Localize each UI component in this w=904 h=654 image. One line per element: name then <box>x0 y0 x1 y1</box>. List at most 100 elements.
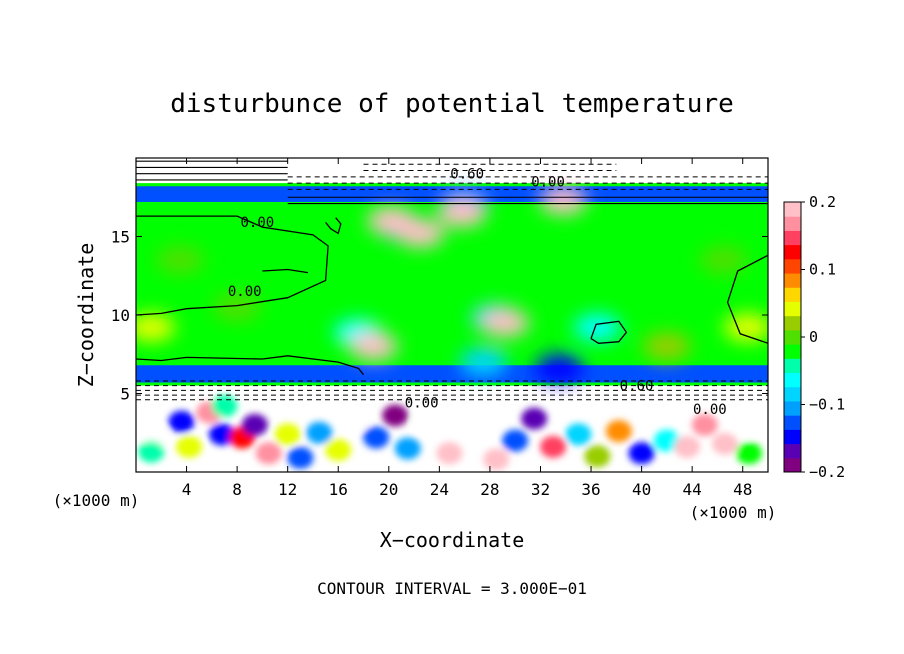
x-unit-right: (×1000 m) <box>690 503 777 522</box>
x-tick-label: 40 <box>632 480 651 499</box>
upper-stratosphere-region <box>136 158 768 184</box>
anomaly-blob <box>539 186 588 215</box>
anomaly-blob <box>136 313 176 342</box>
colorbar: 0.2 0.1 0 −0.1 −0.2 <box>783 193 845 481</box>
colorbar-swatch <box>784 301 801 317</box>
turbulence-blob <box>584 445 611 468</box>
zero-contour <box>590 320 628 344</box>
colorbar-swatch <box>784 244 801 260</box>
colorbar-swatch <box>784 358 801 374</box>
lower-cold-band <box>136 365 768 383</box>
turbulence-blob <box>540 435 567 458</box>
colorbar-swatch <box>784 386 801 402</box>
turbulence-blob <box>605 420 632 443</box>
colorbar-swatch <box>784 400 801 416</box>
anomaly-blob <box>535 354 584 383</box>
colorbar-tick-label: −0.2 <box>809 463 845 481</box>
colorbar-swatch <box>784 216 801 231</box>
contour-interval-note: CONTOUR INTERVAL = 3.000E−01 <box>317 579 587 598</box>
turbulence-blob <box>628 442 655 465</box>
colorbar-swatch <box>784 230 801 246</box>
x-axis-title: X−coordinate <box>380 528 525 552</box>
turbulence-blob <box>712 432 739 455</box>
colorbar-tick-label: 0.1 <box>809 261 836 279</box>
turbulence-blob <box>394 437 421 460</box>
turbulence-blob <box>168 410 195 433</box>
turbulence-blob <box>344 407 371 430</box>
x-tick-label: 28 <box>480 480 499 499</box>
colorbar-swatch <box>784 258 801 274</box>
turbulence-blob <box>736 442 763 465</box>
plot-area: 0.00 0.00 0.60 0.00 0.60 0.00 0.00 <box>136 158 768 472</box>
turbulence-blob <box>325 439 352 462</box>
anomaly-blob <box>349 332 398 361</box>
contour-label: 0.00 <box>693 402 727 418</box>
turbulence-blob <box>691 413 718 436</box>
anomaly-blob <box>459 348 508 377</box>
colorbar-swatch <box>784 429 801 445</box>
colorbar-tick-label: 0 <box>809 328 818 346</box>
contour-lines <box>136 160 768 401</box>
x-tick-label: 4 <box>182 480 192 499</box>
colorbar-swatch <box>784 287 801 302</box>
x-tick-label: 32 <box>531 480 550 499</box>
turbulence-blob <box>502 429 529 452</box>
turbulence-blob <box>729 417 756 440</box>
y-tick-label: 10 <box>111 306 130 325</box>
anomaly-blob <box>367 206 416 235</box>
contour-label: 0.00 <box>405 396 439 412</box>
anomaly-blob <box>438 198 487 227</box>
turbulence-blob <box>521 407 548 430</box>
lower-turbulence <box>138 395 763 471</box>
turbulence-blob <box>565 423 592 446</box>
turbulence-blob <box>382 404 409 427</box>
chart-title: disturbunce of potential temperature <box>170 89 734 119</box>
turbulence-blob <box>653 429 680 452</box>
x-tick-label: 8 <box>232 480 242 499</box>
turbulence-blob <box>241 413 268 436</box>
turbulence-blob <box>436 442 463 465</box>
turbulence-blob <box>674 435 701 458</box>
zero-contour <box>136 355 365 376</box>
y-tick-label: 15 <box>111 228 130 247</box>
turbulence-blob <box>287 446 314 469</box>
zero-contour <box>726 254 768 344</box>
x-tick-label: 20 <box>379 480 398 499</box>
anomaly-blobs <box>136 186 768 383</box>
contour-label: 0.00 <box>240 215 274 231</box>
turbulence-blob <box>413 410 440 433</box>
colorbar-swatch <box>784 457 801 473</box>
turbulence-blob <box>483 448 510 471</box>
y-axis-title: Z−coordinate <box>74 243 98 388</box>
turbulence-blob <box>208 423 235 446</box>
contour-label: 0.00 <box>228 284 262 300</box>
colorbar-swatch <box>784 202 801 217</box>
zero-contour <box>325 217 342 235</box>
turbulence-blob <box>274 423 301 446</box>
x-tick-label: 44 <box>683 480 702 499</box>
colorbar-swatch <box>784 315 801 331</box>
turbulence-blob <box>255 442 282 465</box>
colorbar-swatch <box>784 415 801 430</box>
turbulence-blob <box>306 421 333 444</box>
colorbar-tick-label: −0.1 <box>809 396 845 414</box>
y-axis: 5 10 15 <box>111 228 768 404</box>
x-tick-label: 48 <box>733 480 752 499</box>
anomaly-blob <box>642 332 691 361</box>
contour-label: 0.60 <box>620 378 654 394</box>
colorbar-swatch <box>784 372 801 388</box>
x-unit-left: (×1000 m) <box>53 491 140 510</box>
x-tick-label: 12 <box>278 480 297 499</box>
anomaly-blob <box>156 246 205 275</box>
contour-label: 0.60 <box>450 166 484 182</box>
x-axis: 4 8 12 16 20 24 28 32 36 40 44 48 <box>182 158 752 499</box>
zero-contour <box>136 215 329 316</box>
x-tick-label: 24 <box>430 480 449 499</box>
colorbar-swatch <box>784 443 801 459</box>
y-tick-label: 5 <box>120 385 130 404</box>
anomaly-blob <box>213 293 262 322</box>
anomaly-blob <box>723 313 768 342</box>
colorbar-swatch <box>784 344 801 359</box>
x-tick-label: 36 <box>581 480 600 499</box>
turbulence-blob <box>176 435 203 458</box>
